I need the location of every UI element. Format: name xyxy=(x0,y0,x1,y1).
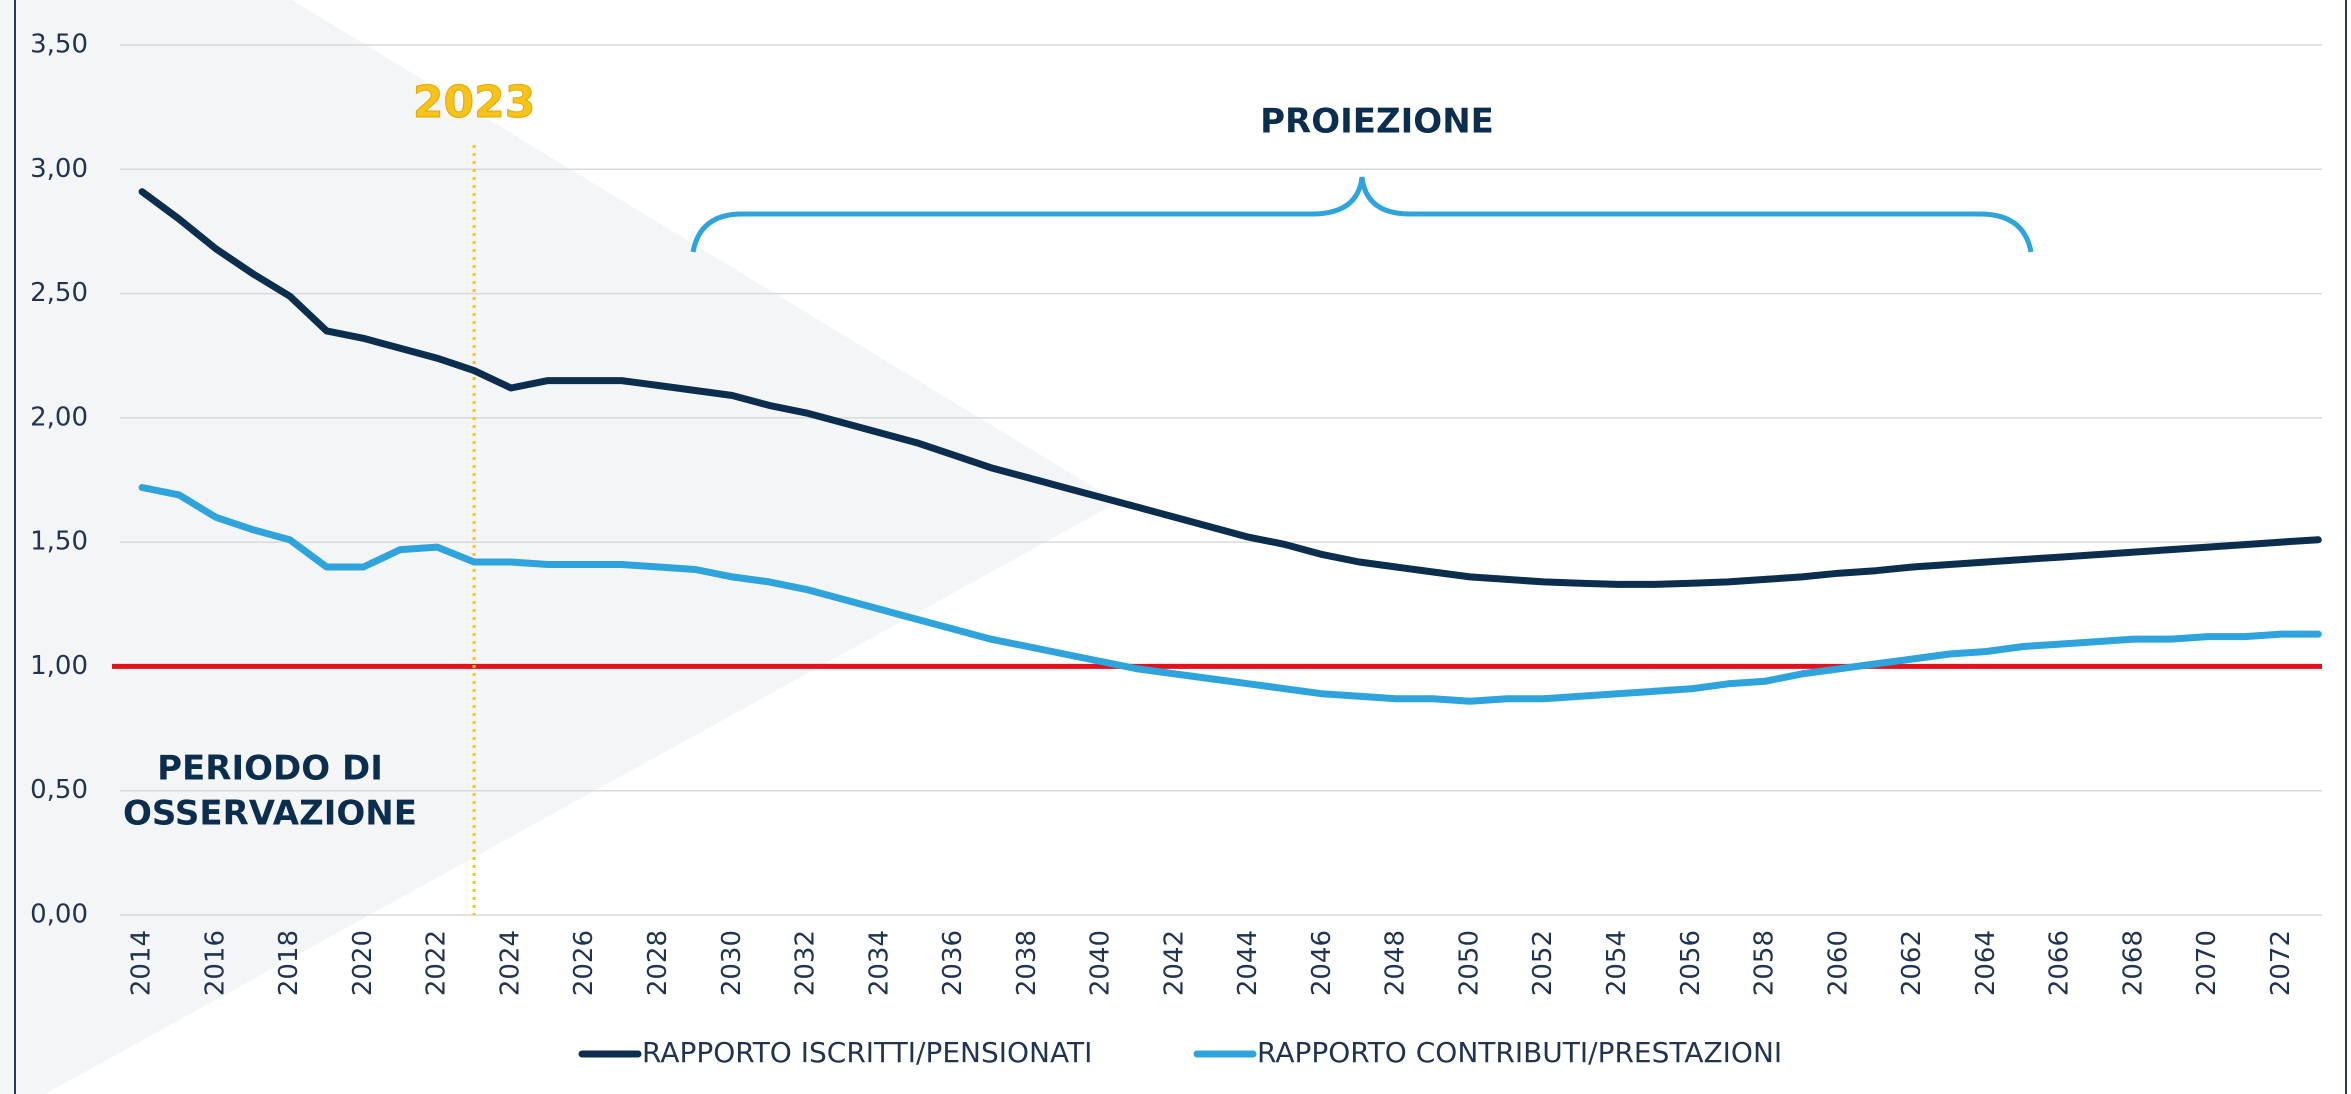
x-tick-label: 2048 xyxy=(1381,930,1411,996)
x-tick-label: 2028 xyxy=(643,930,673,996)
y-tick-label: 2,50 xyxy=(30,278,88,308)
series-line xyxy=(138,188,2322,588)
x-tick-label: 2020 xyxy=(348,930,378,996)
x-tick-label: 2052 xyxy=(1528,930,1558,996)
x-tick-label: 2064 xyxy=(1971,930,2001,996)
x-tick-label: 2058 xyxy=(1750,930,1780,996)
observation-label: OSSERVAZIONE xyxy=(123,794,417,834)
x-tick-label: 2056 xyxy=(1676,930,1706,996)
y-tick-label: 1,00 xyxy=(30,651,88,681)
x-tick-label: 2060 xyxy=(1823,930,1853,996)
legend-label: RAPPORTO CONTRIBUTI/PRESTAZIONI xyxy=(1257,1036,1782,1069)
x-tick-label: 2070 xyxy=(2192,930,2222,996)
x-tick-label: 2034 xyxy=(864,930,894,996)
x-tick-label: 2022 xyxy=(422,930,452,996)
x-tick-label: 2024 xyxy=(495,930,525,996)
observation-shade xyxy=(0,0,1118,1094)
x-tick-label: 2066 xyxy=(2045,930,2075,996)
x-tick-label: 2016 xyxy=(200,930,230,996)
projection-brace xyxy=(690,176,2034,253)
x-tick-label: 2054 xyxy=(1602,930,1632,996)
vline-label: 2023 xyxy=(413,77,535,128)
series-line xyxy=(138,484,2322,705)
x-tick-label: 2062 xyxy=(1897,930,1927,996)
x-tick-label: 2044 xyxy=(1233,930,1263,996)
y-tick-label: 3,50 xyxy=(30,30,88,60)
y-tick-label: 1,50 xyxy=(30,527,88,557)
projection-label: PROIEZIONE xyxy=(1260,102,1494,142)
x-tick-label: 2046 xyxy=(1307,930,1337,996)
x-tick-label: 2030 xyxy=(717,930,747,996)
x-tick-label: 2032 xyxy=(791,930,821,996)
y-tick-label: 0,00 xyxy=(30,900,88,930)
x-tick-label: 2042 xyxy=(1159,930,1189,996)
y-tick-label: 2,00 xyxy=(30,402,88,432)
x-tick-label: 2014 xyxy=(127,930,157,996)
x-tick-label: 2036 xyxy=(938,930,968,996)
x-tick-label: 2040 xyxy=(1086,930,1116,996)
x-tick-label: 2072 xyxy=(2266,930,2296,996)
x-tick-label: 2068 xyxy=(2118,930,2148,996)
y-tick-label: 0,50 xyxy=(30,775,88,805)
x-tick-label: 2026 xyxy=(569,930,599,996)
x-tick-label: 2038 xyxy=(1012,930,1042,996)
observation-label: PERIODO DI xyxy=(157,749,383,789)
x-tick-label: 2018 xyxy=(274,930,304,996)
legend-label: RAPPORTO ISCRITTI/PENSIONATI xyxy=(642,1036,1092,1069)
y-tick-label: 3,00 xyxy=(30,154,88,184)
x-tick-label: 2050 xyxy=(1454,930,1484,996)
